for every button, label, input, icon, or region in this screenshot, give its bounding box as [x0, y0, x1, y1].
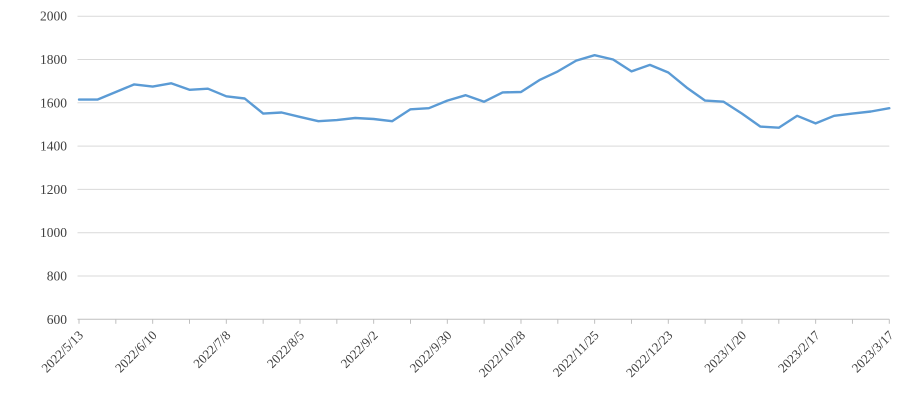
y-axis-label: 600: [47, 312, 68, 327]
x-axis-label: 2022/12/23: [623, 328, 675, 380]
y-axis-label: 1400: [40, 139, 67, 154]
y-axis-label: 800: [47, 269, 68, 284]
x-axis-label: 2023/3/17: [849, 327, 897, 375]
y-axis-label: 2000: [40, 9, 67, 24]
x-axis-label: 2022/9/2: [337, 328, 380, 371]
y-axis-label: 1000: [40, 225, 67, 240]
y-axis-label: 1800: [40, 52, 67, 67]
x-axis-label: 2022/6/10: [112, 328, 160, 376]
y-axis-label: 1600: [40, 95, 67, 110]
x-axis-label: 2023/2/17: [775, 327, 823, 375]
x-axis-label: 2022/11/25: [550, 328, 602, 380]
x-axis-label: 2022/9/30: [407, 328, 455, 376]
data-series-line: [77, 54, 891, 129]
y-axis-label: 1200: [40, 182, 67, 197]
x-axis-label: 2022/10/28: [476, 328, 528, 380]
x-axis-label: 2022/8/5: [264, 328, 307, 371]
x-axis-label: 2023/1/20: [701, 328, 749, 376]
x-axis-label: 2022/5/13: [38, 328, 86, 376]
x-axis-label: 2022/7/8: [190, 328, 233, 371]
